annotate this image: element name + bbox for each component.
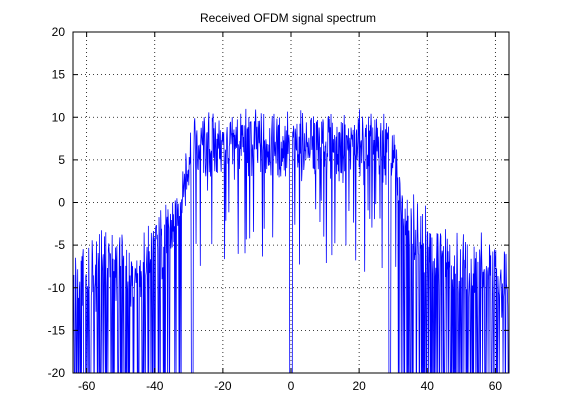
y-tick-label: 20 (52, 25, 66, 39)
y-tick-label: -10 (48, 281, 66, 295)
y-tick-label: -20 (48, 366, 66, 380)
y-tick-label: 5 (58, 153, 65, 167)
x-tick-label: -40 (146, 379, 164, 393)
x-tick-label: -20 (214, 379, 232, 393)
x-tick-label: 40 (421, 379, 435, 393)
x-tick-label: -60 (78, 379, 96, 393)
y-tick-label: -15 (48, 323, 66, 337)
y-tick-label: 0 (58, 196, 65, 210)
y-tick-label: 15 (52, 68, 66, 82)
x-tick-label: 20 (352, 379, 366, 393)
chart-title: Received OFDM signal spectrum (200, 11, 376, 25)
y-tick-label: -5 (54, 238, 65, 252)
plot-area: -60 -40 -20 0 20 40 60 -20 -15 -10 -5 0 5 10 15 20 (48, 25, 510, 393)
x-tick-label: 0 (288, 379, 295, 393)
x-tick-label: 60 (489, 379, 503, 393)
y-tick-label: 10 (52, 110, 66, 124)
